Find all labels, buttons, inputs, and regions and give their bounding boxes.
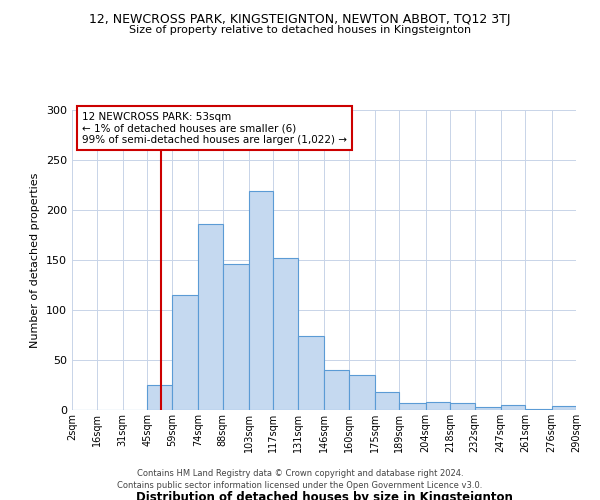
Text: Contains public sector information licensed under the Open Government Licence v3: Contains public sector information licen…: [118, 481, 482, 490]
Bar: [525, 409, 551, 410]
Bar: [551, 406, 576, 410]
Bar: [475, 407, 501, 410]
Bar: [324, 370, 349, 410]
Text: 12, NEWCROSS PARK, KINGSTEIGNTON, NEWTON ABBOT, TQ12 3TJ: 12, NEWCROSS PARK, KINGSTEIGNTON, NEWTON…: [89, 12, 511, 26]
Bar: [399, 403, 425, 410]
Text: 12 NEWCROSS PARK: 53sqm
← 1% of detached houses are smaller (6)
99% of semi-deta: 12 NEWCROSS PARK: 53sqm ← 1% of detached…: [82, 112, 347, 144]
Bar: [147, 385, 172, 410]
Text: Contains HM Land Registry data © Crown copyright and database right 2024.: Contains HM Land Registry data © Crown c…: [137, 468, 463, 477]
Bar: [273, 258, 298, 410]
Text: Size of property relative to detached houses in Kingsteignton: Size of property relative to detached ho…: [129, 25, 471, 35]
Y-axis label: Number of detached properties: Number of detached properties: [31, 172, 40, 348]
Bar: [349, 375, 375, 410]
Bar: [249, 191, 273, 410]
Bar: [223, 264, 249, 410]
Bar: [501, 405, 525, 410]
Bar: [425, 402, 450, 410]
Bar: [298, 336, 324, 410]
Bar: [450, 403, 475, 410]
Bar: [375, 392, 399, 410]
X-axis label: Distribution of detached houses by size in Kingsteignton: Distribution of detached houses by size …: [136, 491, 512, 500]
Bar: [172, 295, 198, 410]
Bar: [198, 224, 223, 410]
